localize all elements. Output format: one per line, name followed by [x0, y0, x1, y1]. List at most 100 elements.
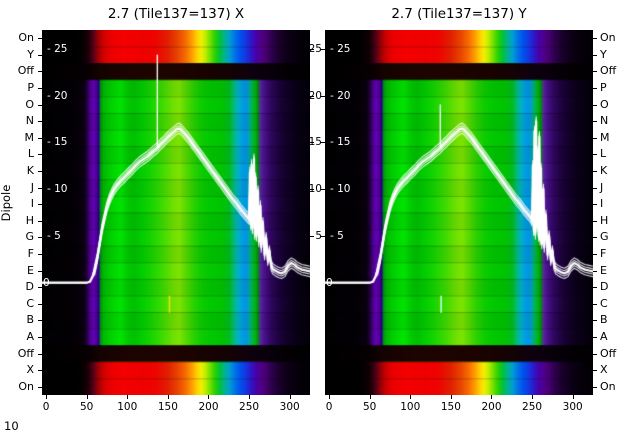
- dipole-tick-left: [38, 320, 42, 322]
- dipole-tick-right: [593, 386, 597, 388]
- xtick-mark: [572, 395, 574, 399]
- dipole-label-right: F: [600, 246, 607, 260]
- dipole-label-right: On: [600, 379, 616, 393]
- dipole-label-right: P: [600, 81, 607, 95]
- dipole-label-right: D: [600, 280, 609, 294]
- dipole-tick-left: [38, 370, 42, 372]
- dipole-label-left: F: [27, 246, 34, 260]
- xtick-mark: [369, 395, 371, 399]
- dipole-tick-right: [593, 336, 597, 338]
- inner-ytick-label: - 5: [47, 229, 61, 242]
- xtick-mark: [46, 395, 48, 399]
- dipole-label-right: M: [600, 130, 610, 144]
- dipole-tick-right: [593, 353, 597, 355]
- dipole-tick-left: [38, 88, 42, 90]
- dipole-label-left: On: [18, 31, 34, 45]
- xtick-mark: [532, 395, 534, 399]
- mid-ytick-mark-right: [321, 189, 325, 191]
- inner-ytick-label: - 25: [47, 42, 68, 55]
- mid-ytick-label: 5: [315, 229, 322, 242]
- xtick-mark: [167, 395, 169, 399]
- dipole-tick-right: [593, 54, 597, 56]
- dipole-label-left: D: [25, 280, 34, 294]
- dipole-tick-left: [38, 270, 42, 272]
- dipole-tick-left: [38, 38, 42, 40]
- dipole-label-right: Off: [600, 64, 617, 78]
- xtick-label: 250: [522, 401, 543, 413]
- xtick-mark: [410, 395, 412, 399]
- xtick-label: 50: [79, 401, 94, 413]
- panel-title-y: 2.7 (Tile137=137) Y: [391, 6, 527, 22]
- dipole-tick-right: [593, 303, 597, 305]
- dipole-label-right: A: [600, 329, 608, 343]
- dipole-label-left: L: [27, 147, 34, 161]
- xtick-mark: [127, 395, 129, 399]
- inner-ytick-label: - 15: [330, 136, 351, 149]
- dipole-tick-right: [593, 253, 597, 255]
- xtick-label: 150: [440, 401, 461, 413]
- dipole-label-left: A: [26, 329, 34, 343]
- dipole-label-left: P: [27, 81, 34, 95]
- dipole-tick-right: [593, 320, 597, 322]
- dipole-tick-right: [593, 121, 597, 123]
- dipole-tick-left: [38, 104, 42, 106]
- dipole-label-right: O: [600, 97, 609, 111]
- xtick-label: 300: [279, 401, 300, 413]
- xtick-label: 0: [325, 401, 333, 413]
- dipole-label-right: Y: [600, 47, 607, 61]
- dipole-label-right: H: [600, 213, 609, 227]
- dipole-tick-right: [593, 270, 597, 272]
- dipole-label-right: On: [600, 31, 616, 45]
- xtick-label: 50: [362, 401, 377, 413]
- inner-ytick-label: - 20: [47, 89, 68, 102]
- dipole-tick-left: [38, 336, 42, 338]
- dipole-tick-left: [38, 386, 42, 388]
- dipole-tick-left: [38, 154, 42, 156]
- dipole-tick-left: [38, 237, 42, 239]
- inner-ytick-label: - 10: [330, 183, 351, 196]
- dipole-label-right: X: [600, 363, 608, 377]
- dipole-tick-left: [38, 71, 42, 73]
- xtick-label: 200: [481, 401, 502, 413]
- xtick-mark: [450, 395, 452, 399]
- mid-ytick-label: 20: [308, 89, 322, 102]
- dipole-label-right: N: [600, 114, 609, 128]
- dipole-tick-right: [593, 220, 597, 222]
- dipole-label-right: C: [600, 296, 608, 310]
- mid-ytick-mark-left: [310, 95, 314, 97]
- inner-ytick-label: - 25: [330, 42, 351, 55]
- dipole-label-left: B: [26, 313, 34, 327]
- dipole-label-left: K: [26, 164, 34, 178]
- dipole-label-left: Y: [27, 47, 34, 61]
- dipole-label-left: M: [24, 130, 35, 144]
- dipole-tick-right: [593, 171, 597, 173]
- dipole-label-left: E: [27, 263, 34, 277]
- dipole-tick-right: [593, 204, 597, 206]
- dipole-label-right: B: [600, 313, 608, 327]
- dipole-tick-right: [593, 104, 597, 106]
- dipole-label-left: On: [18, 379, 34, 393]
- mid-ytick-mark-right: [321, 95, 325, 97]
- dipole-label-right: I: [600, 197, 604, 211]
- dipole-label-left: J: [30, 180, 34, 194]
- xtick-mark: [249, 395, 251, 399]
- mid-ytick-mark-left: [310, 142, 314, 144]
- dipole-label-left: N: [25, 114, 34, 128]
- inner-ytick-label: - 5: [330, 229, 344, 242]
- dipole-label-right: L: [600, 147, 607, 161]
- xtick-mark: [329, 395, 331, 399]
- dipole-tick-right: [593, 38, 597, 40]
- inner-ytick-label: - 20: [330, 89, 351, 102]
- dipole-label-right: E: [600, 263, 607, 277]
- dipole-label-left: Off: [17, 64, 34, 78]
- dipole-tick-right: [593, 88, 597, 90]
- mid-ytick-mark-right: [321, 48, 325, 50]
- heatmap-panel-y: - 25 - 20 - 15 - 10 - 5 0: [325, 30, 593, 395]
- xtick-mark: [208, 395, 210, 399]
- dipole-label-right: Off: [600, 346, 617, 360]
- mid-ytick-mark-left: [310, 189, 314, 191]
- dipole-tick-left: [38, 54, 42, 56]
- dipole-label-right: K: [600, 164, 608, 178]
- inner-ytick-label: - 15: [47, 136, 68, 149]
- dipole-label-left: O: [25, 97, 34, 111]
